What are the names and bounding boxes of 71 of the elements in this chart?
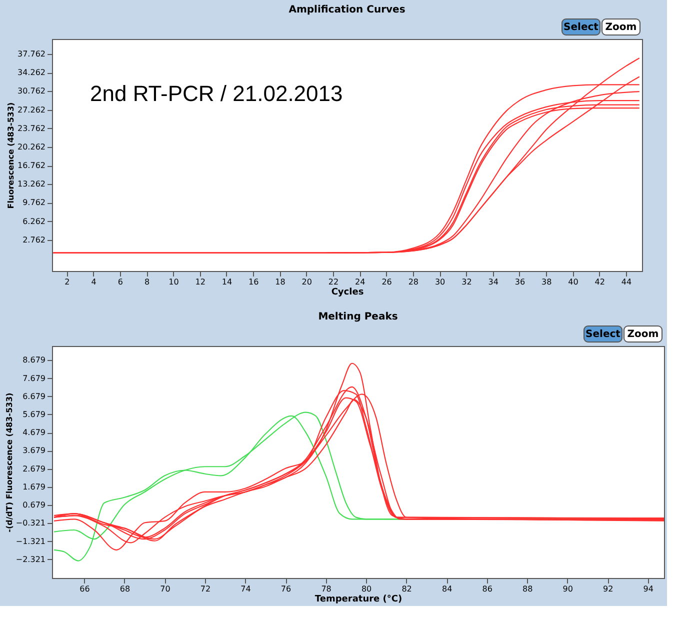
text: Select — [586, 329, 621, 340]
y-tick-label: 3.679 — [22, 446, 46, 456]
chart-title: Melting Peaks — [318, 312, 398, 322]
text: Select — [564, 22, 599, 33]
y-tick-label: 30.762 — [18, 86, 46, 96]
annotation: 2nd RT-PCR / 21.02.2013 — [90, 81, 343, 106]
x-tick-label: 14 — [222, 278, 232, 286]
y-tick-label: 4.679 — [22, 428, 46, 438]
y-tick-label: 34.262 — [18, 68, 46, 78]
x-tick-label: 90 — [562, 584, 573, 594]
y-tick-label: 20.262 — [18, 142, 46, 152]
y-tick-label: 2.762 — [22, 235, 46, 244]
x-tick-label: 12 — [195, 278, 206, 286]
y-tick-label: −1.321 — [16, 536, 46, 546]
y-tick-label: 9.762 — [22, 198, 46, 208]
x-tick-label: 22 — [328, 278, 339, 286]
y-axis-title: Fluorescence (483-533) — [6, 102, 16, 209]
x-tick-label: 34 — [488, 278, 498, 286]
y-tick-label: 7.679 — [22, 374, 46, 383]
x-tick-label: 94 — [643, 584, 654, 594]
y-tick-label: −2.321 — [16, 554, 46, 564]
x-axis-title: Cycles — [331, 288, 364, 298]
x-tick-label: 44 — [621, 278, 632, 286]
y-tick-label: 2.679 — [22, 464, 46, 474]
x-tick-label: 16 — [248, 278, 259, 286]
x-tick-label: 8 — [144, 278, 150, 286]
x-tick-label: 78 — [321, 584, 332, 594]
x-tick-label: 88 — [522, 584, 533, 594]
y-tick-label: 23.762 — [18, 124, 46, 133]
x-tick-label: 66 — [80, 584, 90, 594]
x-tick-label: 18 — [275, 278, 286, 286]
x-tick-label: 28 — [408, 278, 419, 286]
text: Zoom — [605, 22, 637, 33]
x-axis-title: Temperature (°C) — [314, 594, 402, 604]
x-tick-label: 6 — [118, 278, 123, 286]
x-tick-label: 10 — [168, 278, 179, 286]
x-tick-label: 42 — [594, 278, 605, 286]
text: Zoom — [627, 329, 659, 340]
x-tick-label: 36 — [514, 278, 526, 286]
y-tick-label: 13.262 — [18, 180, 46, 189]
x-tick-label: 80 — [361, 584, 372, 594]
x-tick-label: 30 — [434, 278, 446, 286]
y-tick-label: 5.679 — [22, 410, 46, 419]
x-tick-label: 68 — [120, 584, 130, 594]
x-tick-label: 74 — [240, 584, 251, 594]
x-tick-label: 2 — [64, 278, 70, 286]
x-tick-label: 20 — [302, 278, 312, 286]
x-tick-label: 38 — [542, 278, 552, 286]
y-tick-label: 6.262 — [22, 216, 46, 226]
x-tick-label: 24 — [355, 278, 366, 286]
x-tick-label: 86 — [482, 584, 492, 594]
x-tick-label: 76 — [280, 584, 292, 594]
x-tick-label: 92 — [603, 584, 614, 594]
x-tick-label: 26 — [382, 278, 392, 286]
x-tick-label: 40 — [568, 278, 578, 286]
y-tick-label: 27.262 — [18, 105, 46, 114]
x-tick-label: 84 — [442, 584, 452, 594]
y-tick-label: 37.762 — [18, 50, 46, 59]
y-axis-title: -(d/dT) Fluorescence (483-533) — [4, 392, 14, 532]
x-tick-label: 4 — [91, 278, 96, 286]
y-tick-label: 1.679 — [22, 482, 46, 492]
x-tick-label: 70 — [160, 584, 170, 594]
y-tick-label: −0.321 — [16, 518, 46, 528]
y-tick-label: 6.679 — [22, 392, 46, 401]
x-tick-label: 82 — [402, 584, 412, 594]
x-tick-label: 72 — [200, 584, 211, 594]
x-tick-label: 32 — [462, 278, 472, 286]
y-tick-label: 0.679 — [22, 500, 46, 510]
y-tick-label: 16.762 — [18, 161, 46, 170]
chart-title: Amplification Curves — [288, 4, 406, 16]
y-tick-label: 8.679 — [22, 356, 46, 365]
